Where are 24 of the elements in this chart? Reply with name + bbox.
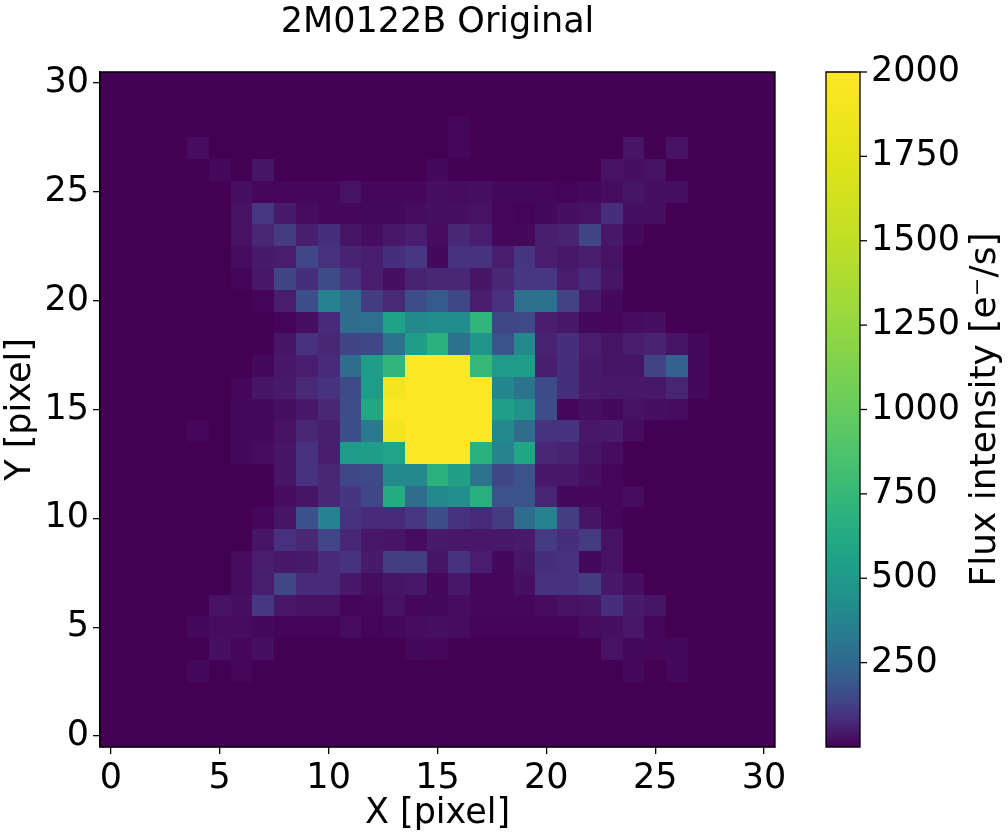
color-bar-title: Flux intensity [e⁻/s] (962, 232, 1004, 587)
x-tick-label: 0 (99, 756, 123, 797)
x-tick-label: 5 (208, 756, 231, 797)
y-tick-label: 20 (44, 277, 89, 318)
x-tick-label: 10 (306, 756, 351, 797)
color-bar-label: 1750 (871, 133, 961, 174)
chart-title: 2M0122B Original (280, 0, 595, 41)
y-tick-label: 0 (66, 713, 89, 754)
color-bar-label: 1250 (871, 302, 961, 343)
x-tick-label: 30 (741, 756, 787, 797)
y-tick-label: 5 (66, 604, 89, 645)
color-bar-label: 1500 (871, 217, 961, 258)
y-axis-title: Y [pixel] (0, 338, 39, 482)
x-tick-label: 20 (524, 756, 569, 797)
y-tick-label: 10 (44, 495, 89, 536)
color-bar-label: 500 (871, 555, 938, 596)
y-tick-label: 25 (44, 168, 89, 209)
y-tick-label: 15 (44, 386, 89, 427)
color-bar-label: 750 (871, 470, 938, 511)
color-bar-label: 2000 (871, 49, 961, 90)
x-tick-label: 25 (632, 756, 678, 797)
color-bar-label: 1000 (871, 386, 961, 427)
color-bar-label: 250 (871, 639, 938, 680)
y-tick-label: 30 (44, 59, 89, 100)
